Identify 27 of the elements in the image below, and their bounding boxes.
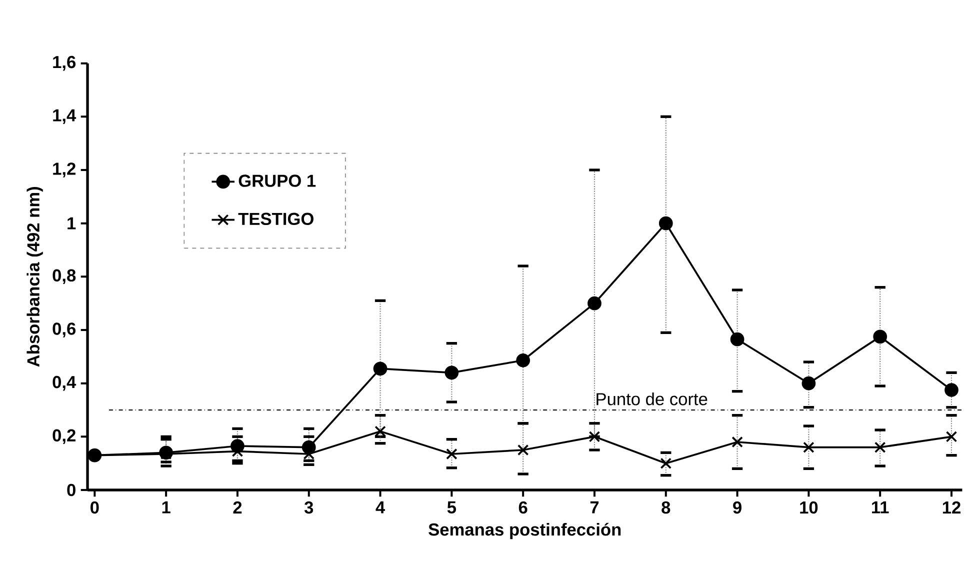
x-tick-label: 9: [733, 501, 742, 514]
x-tick-label: 5: [447, 501, 456, 514]
x-axis-title: Semanas postinfección: [428, 522, 621, 540]
y-tick-label: 0,2: [52, 429, 76, 444]
y-tick-label: 0,6: [52, 322, 76, 338]
x-tick-label: 0: [90, 501, 99, 514]
x-tick-label: 1: [162, 501, 170, 514]
x-tick-label: 7: [590, 501, 599, 514]
y-tick-label: 1,6: [53, 56, 76, 71]
ref-line-label: Punto de corte: [596, 392, 708, 406]
y-tick-label: 1,2: [53, 162, 76, 178]
legend-label: GRUPO 1: [238, 174, 316, 187]
y-tick-label: 1: [68, 217, 76, 230]
x-tick-label: 4: [376, 501, 386, 514]
legend-label: TESTIGO: [238, 212, 314, 226]
x-tick-label: 12: [942, 501, 960, 514]
x-tick-label: 8: [662, 501, 670, 514]
y-tick-label: 0,4: [52, 376, 76, 391]
x-tick-label: 3: [304, 501, 314, 514]
y-axis-title: Absorbancia (492 nm): [26, 187, 43, 367]
x-tick-label: 2: [233, 501, 242, 514]
x-tick-label: 6: [518, 501, 528, 514]
y-tick-label: 1,4: [53, 109, 76, 124]
y-tick-label: 0: [67, 484, 76, 496]
x-tick-label: 10: [800, 501, 818, 514]
x-tick-label: 11: [872, 501, 889, 514]
y-tick-label: 0,8: [52, 269, 76, 284]
